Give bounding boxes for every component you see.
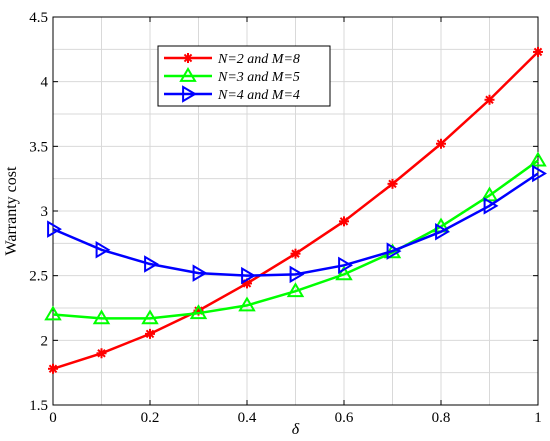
y-tick-label: 2.5 xyxy=(29,269,48,285)
data-point xyxy=(338,256,353,275)
legend-item: N=2 and M=8 xyxy=(164,52,300,67)
y-tick-label: 3.5 xyxy=(29,139,48,155)
x-tick-label: 0.2 xyxy=(141,410,160,426)
data-point xyxy=(290,248,301,259)
data-point xyxy=(532,164,547,183)
data-point xyxy=(480,186,499,202)
y-tick-label: 4.5 xyxy=(29,10,48,26)
data-point xyxy=(436,138,446,149)
series-2 xyxy=(44,151,547,325)
legend-label: N=3 and M=5 xyxy=(217,70,300,85)
data-point xyxy=(335,265,353,281)
data-point xyxy=(92,309,111,325)
data-point xyxy=(44,305,62,321)
y-tick-label: 4 xyxy=(41,75,49,91)
data-point xyxy=(533,46,543,57)
x-axis-label: δ xyxy=(292,421,300,438)
data-point xyxy=(144,255,159,273)
legend-label: N=2 and M=8 xyxy=(217,52,300,67)
legend-marker xyxy=(183,53,193,63)
y-axis-label: Warranty cost xyxy=(3,166,20,255)
data-point xyxy=(238,296,256,312)
series-line xyxy=(52,172,539,277)
data-point xyxy=(96,348,107,359)
data-point xyxy=(339,216,349,227)
axis-ticks: 0 0.2 0.4 0.6 0.8 1 1.5 2 2.5 3 3.5 4 4.5 xyxy=(29,10,542,426)
legend-item: N=3 and M=5 xyxy=(164,67,300,85)
data-point xyxy=(483,197,499,215)
data-point xyxy=(386,242,402,260)
y-tick-label: 2 xyxy=(41,333,49,349)
data-point xyxy=(47,220,62,238)
legend-marker xyxy=(179,67,197,82)
legend-marker xyxy=(182,85,197,103)
legend-label: N=4 and M=4 xyxy=(217,88,300,103)
data-point xyxy=(145,328,155,339)
y-tick-label: 1.5 xyxy=(29,398,48,414)
y-tick-label: 3 xyxy=(41,204,49,220)
data-point xyxy=(435,222,450,241)
data-point xyxy=(189,304,208,320)
data-point xyxy=(192,264,208,282)
x-tick-label: 0 xyxy=(49,410,57,426)
data-point xyxy=(141,309,159,325)
x-tick-label: 0.8 xyxy=(432,410,451,426)
data-point xyxy=(286,282,305,298)
series-line xyxy=(52,159,539,320)
data-point xyxy=(484,94,495,105)
x-tick-label: 0.4 xyxy=(238,410,257,426)
x-tick-label: 0.6 xyxy=(335,410,354,426)
series-1 xyxy=(48,46,543,374)
data-point xyxy=(289,265,305,284)
data-point xyxy=(95,241,111,259)
data-point xyxy=(241,266,256,285)
data-point xyxy=(48,363,58,374)
series-layer xyxy=(44,46,547,374)
series-3 xyxy=(47,164,547,285)
legend-item: N=4 and M=4 xyxy=(164,85,300,103)
data-point xyxy=(387,178,398,189)
data-point xyxy=(529,151,547,167)
x-tick-label: 1 xyxy=(534,410,542,426)
legend: N=2 and M=8 N=3 and M=5 N=4 and M=4 xyxy=(157,45,331,107)
